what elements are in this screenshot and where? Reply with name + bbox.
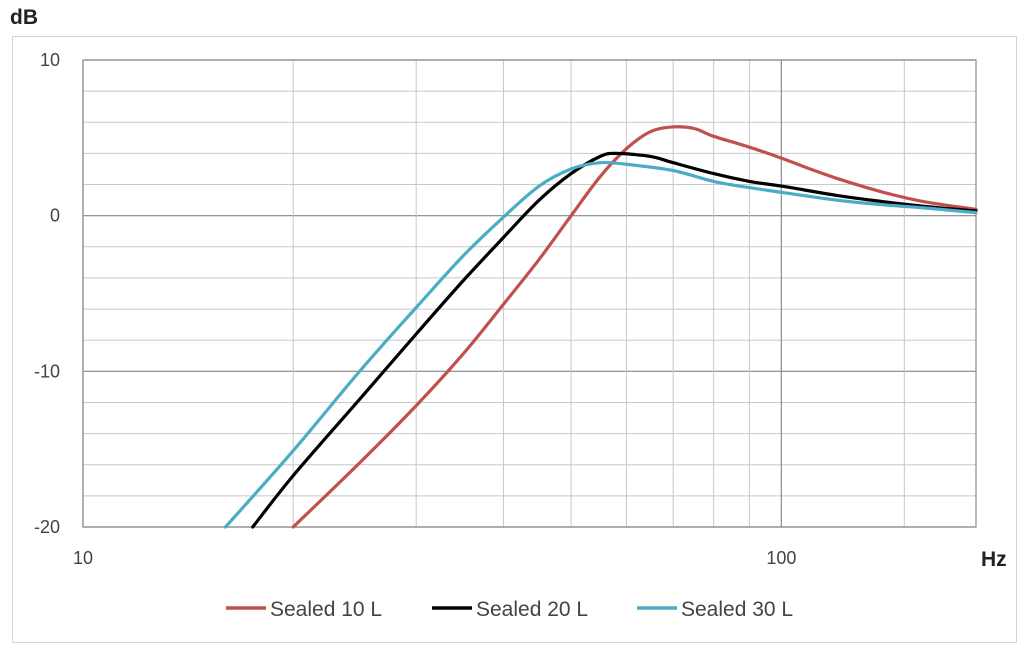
plot-border [82,59,977,528]
y-axis-title: dB [10,6,38,29]
x-tick-label: 100 [766,548,796,568]
y-tick-label: 0 [50,206,60,226]
y-tick-label: -20 [34,517,60,537]
y-tick-label: -10 [34,361,60,381]
chart-frame [12,36,1017,643]
legend-label: Sealed 20 L [476,598,588,621]
legend-label: Sealed 10 L [270,598,382,621]
series-line-3 [223,160,978,529]
grid [82,59,977,528]
x-tick-label: 10 [73,548,93,568]
series-line-2 [251,151,978,529]
legend: Sealed 10 L Sealed 20 L Sealed 30 L [226,598,793,621]
series-line-1 [291,125,978,529]
legend-label: Sealed 30 L [681,598,793,621]
x-axis-title: Hz [981,548,1007,571]
series-lines [223,125,978,529]
y-tick-label: 10 [40,50,60,70]
